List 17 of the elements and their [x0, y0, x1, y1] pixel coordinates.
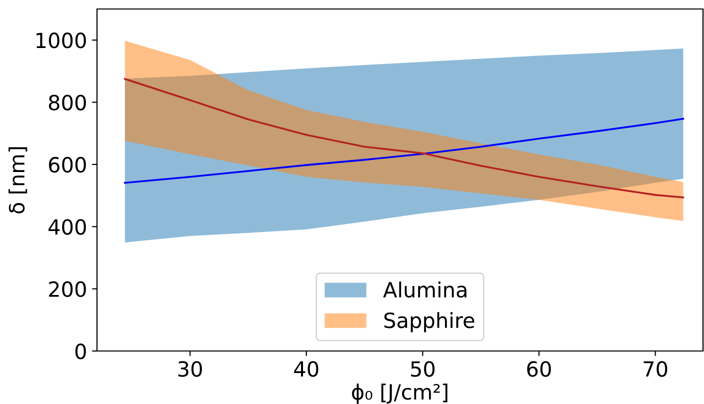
x-tick-label: 60: [527, 361, 551, 377]
line-series: [124, 118, 684, 184]
y-tick-label: 1000: [36, 32, 86, 48]
y-tick-label: 600: [48, 156, 86, 173]
x-axis-title: ϕ₀ [J/cm²]: [352, 384, 448, 404]
legend-label: Alumina: [383, 282, 466, 298]
y-tick-label: 400: [48, 219, 86, 235]
x-tick-label: 50: [411, 361, 435, 377]
x-tick-label: 70: [644, 361, 668, 377]
y-tick-label: 200: [49, 281, 86, 298]
y-axis-title: δ [nm]: [8, 147, 28, 214]
line-series: [124, 78, 684, 198]
y-tick-label: 0: [75, 343, 86, 360]
x-tick-label: 40: [294, 361, 318, 377]
y-tick-label: 800: [48, 94, 86, 110]
x-tick-label: 30: [178, 361, 202, 377]
legend-label: Sapphire: [384, 312, 474, 332]
